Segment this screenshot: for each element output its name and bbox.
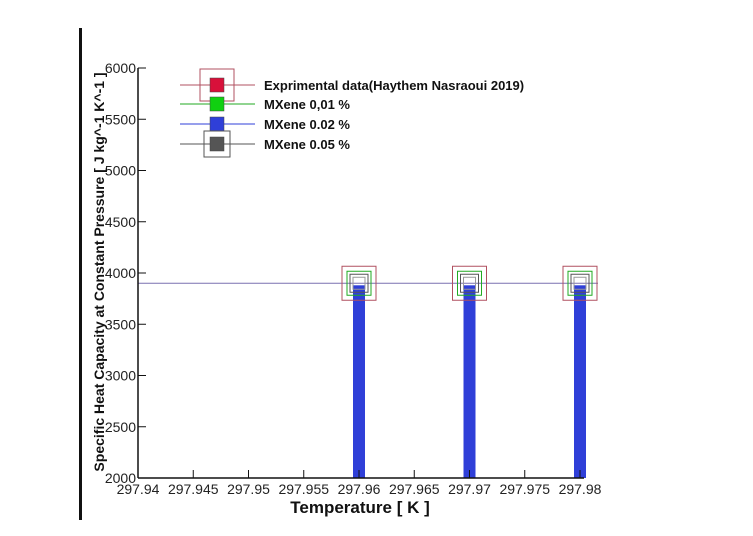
legend-label: MXene 0,01 % — [264, 97, 350, 112]
x-tick-label: 297.98 — [559, 481, 602, 497]
data-point-marker — [341, 265, 377, 301]
legend: Exprimental data(Haythem Nasraoui 2019) M… — [180, 68, 524, 158]
legend-marker — [209, 96, 225, 112]
x-tick-label: 297.97 — [448, 481, 491, 497]
axes — [137, 67, 584, 479]
x-tick-label: 297.945 — [168, 481, 219, 497]
marker-group — [341, 265, 598, 301]
y-tick-label: 3500 — [105, 316, 136, 332]
bar — [353, 285, 365, 478]
data-point-marker — [463, 276, 476, 290]
tick-labels: 2000 2500 3000 3500 4000 4500 5000 5500 6000 297.… — [105, 60, 602, 497]
data-point-marker — [562, 265, 598, 301]
y-axis-title: Specific Heat Capacity at Constant Press… — [91, 72, 107, 471]
x-tick-label: 297.95 — [227, 481, 270, 497]
y-tick-label: 5500 — [105, 111, 136, 127]
y-tick-label: 5000 — [105, 163, 136, 179]
x-tick-label: 297.955 — [278, 481, 329, 497]
y-tick-label: 3000 — [105, 368, 136, 384]
y-tick-label: 2000 — [105, 470, 136, 486]
legend-label: MXene 0.02 % — [264, 117, 350, 132]
legend-marker — [209, 136, 225, 152]
x-tick-label: 297.94 — [117, 481, 160, 497]
x-tick-label: 297.965 — [389, 481, 440, 497]
data-point-marker — [457, 270, 482, 296]
y-tick-label: 4000 — [105, 265, 136, 281]
data-point-marker — [573, 276, 587, 290]
data-point-marker — [452, 265, 487, 301]
bar — [463, 285, 476, 478]
legend-marker-frame — [203, 130, 231, 158]
data-point-marker — [460, 273, 479, 293]
data-point-marker — [346, 270, 372, 296]
y-tick-label: 4500 — [105, 214, 136, 230]
legend-label: MXene 0.05 % — [264, 137, 350, 152]
left-frame-line — [79, 28, 82, 520]
y-tick-label: 2500 — [105, 419, 136, 435]
legend-marker — [209, 77, 225, 93]
legend-label: Exprimental data(Haythem Nasraoui 2019) — [264, 78, 524, 93]
x-tick-label: 297.975 — [499, 481, 550, 497]
bar-group — [353, 285, 586, 478]
legend-marker — [209, 116, 225, 132]
data-point-marker — [352, 276, 366, 290]
bar — [574, 285, 586, 478]
data-point-marker — [570, 273, 590, 293]
x-tick-label: 297.96 — [338, 481, 381, 497]
data-point-marker — [567, 270, 593, 296]
data-point-marker — [349, 273, 369, 293]
x-axis-title: Temperature [ K ] — [290, 498, 430, 517]
y-tick-label: 6000 — [105, 60, 136, 76]
